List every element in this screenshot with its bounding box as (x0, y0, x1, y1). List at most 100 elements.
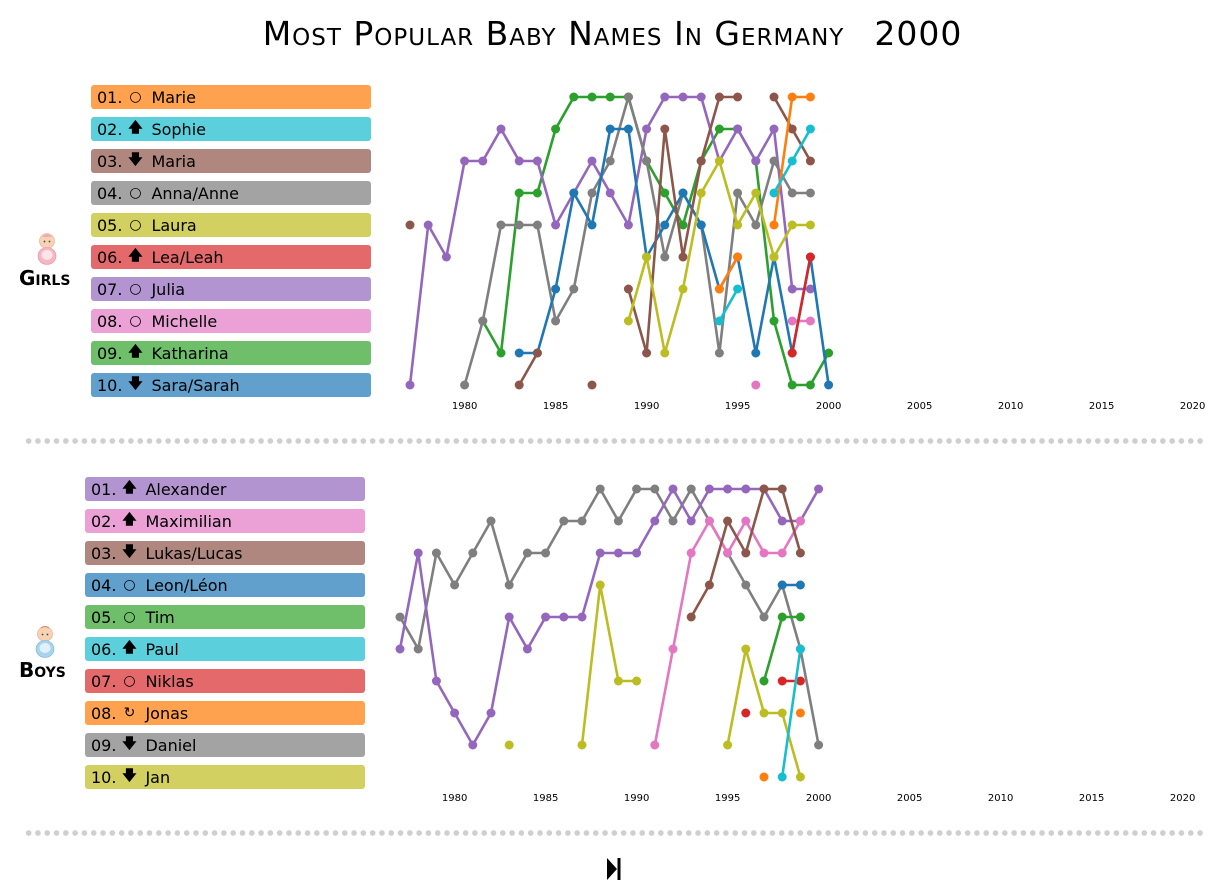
series-path (718, 288, 739, 322)
data-point (704, 484, 714, 494)
data-point (769, 188, 779, 198)
rank-number: 06. (91, 639, 117, 659)
x-tick-label: 1985 (543, 401, 568, 412)
data-point (678, 252, 688, 262)
ranking-row: 01. ○ Marie (91, 85, 371, 109)
ranking-row: 06. 🡅 Paul (85, 637, 365, 661)
series-path (481, 95, 830, 387)
data-point (504, 740, 514, 750)
data-point (777, 772, 787, 782)
series-line (587, 380, 597, 390)
data-point (423, 220, 433, 230)
data-point (514, 220, 524, 230)
arrow-down-icon: 🡇 (122, 768, 137, 784)
series-line (460, 92, 815, 390)
data-point (714, 92, 724, 102)
data-point (504, 580, 514, 590)
data-point (587, 380, 597, 390)
rank-number: 04. (91, 575, 117, 595)
data-point (795, 644, 805, 654)
baby-name: Julia (151, 279, 186, 299)
arrow-up-icon: 🡅 (128, 248, 143, 264)
data-point (660, 252, 670, 262)
data-point (751, 188, 761, 198)
arrow-up-icon: 🡅 (128, 120, 143, 136)
series-line (769, 124, 815, 198)
data-point (632, 676, 642, 686)
data-point (741, 484, 751, 494)
x-tick-label: 2005 (907, 401, 932, 412)
data-point (824, 380, 834, 390)
data-point (686, 516, 696, 526)
baby-name: Sophie (151, 119, 206, 139)
series-path (398, 487, 820, 747)
data-point (678, 92, 688, 102)
data-point (514, 380, 524, 390)
data-point (787, 156, 797, 166)
data-point (405, 220, 415, 230)
data-point (824, 348, 834, 358)
arrow-down-icon: 🡇 (122, 736, 137, 752)
ranking-row: 09. 🡇 Daniel (85, 733, 365, 757)
data-point (795, 580, 805, 590)
baby-name: Katharina (151, 343, 229, 363)
data-point (595, 548, 605, 558)
data-point (686, 484, 696, 494)
ranking-row: 03. 🡇 Maria (91, 149, 371, 173)
series-line (623, 156, 815, 358)
data-point (587, 156, 597, 166)
data-point (714, 348, 724, 358)
x-tick-label: 1990 (634, 401, 659, 412)
data-point (478, 156, 488, 166)
series-line (777, 644, 805, 782)
data-point (660, 348, 670, 358)
data-point (759, 772, 769, 782)
data-point (623, 220, 633, 230)
arrow-down-icon: 🡇 (122, 544, 137, 560)
data-point (551, 220, 561, 230)
data-point (805, 252, 815, 262)
series-path (580, 583, 637, 746)
baby-name: Lea/Leah (151, 247, 224, 267)
data-point (723, 516, 733, 526)
data-point (714, 316, 724, 326)
series-path (518, 352, 539, 386)
x-tick-label: 2020 (1170, 793, 1195, 804)
ranking-row: 02. 🡅 Maximilian (85, 509, 365, 533)
data-point (504, 612, 514, 622)
rank-number: 06. (97, 247, 123, 267)
data-point (468, 740, 478, 750)
title-text: Most Popular Baby Names In Germany (262, 14, 845, 53)
skip-forward-button[interactable] (606, 857, 622, 885)
data-point (522, 548, 532, 558)
data-point (686, 548, 696, 558)
data-point (532, 156, 542, 166)
data-point (668, 516, 678, 526)
data-point (551, 124, 561, 134)
data-point (733, 124, 743, 134)
baby-name: Daniel (145, 735, 197, 755)
data-point (395, 612, 405, 622)
girls-chart: 1980 1985 1990 1995 2000 2005 2010 2015 2020 (405, 92, 1205, 412)
data-point (678, 188, 688, 198)
data-point (496, 124, 506, 134)
series-line (650, 516, 805, 750)
data-point (650, 484, 660, 494)
data-point (814, 484, 824, 494)
ranking-row: 04. ○ Leon/Léon (85, 573, 365, 597)
circle-icon: ○ (129, 217, 142, 233)
rank-number: 08. (97, 311, 123, 331)
boys-label: Boys (19, 658, 66, 682)
series-path (790, 256, 812, 354)
rank-number: 05. (91, 607, 117, 627)
chart-title: Most Popular Baby Names In Germany 2000 (0, 14, 1225, 53)
ranking-row: 05. ○ Laura (91, 213, 371, 237)
x-tick-label: 2010 (998, 401, 1023, 412)
data-point (496, 348, 506, 358)
data-point (577, 612, 587, 622)
series-path (780, 648, 802, 778)
series-line (787, 316, 815, 326)
baby-girl-icon (33, 232, 61, 270)
data-point (395, 644, 405, 654)
data-point (733, 188, 743, 198)
